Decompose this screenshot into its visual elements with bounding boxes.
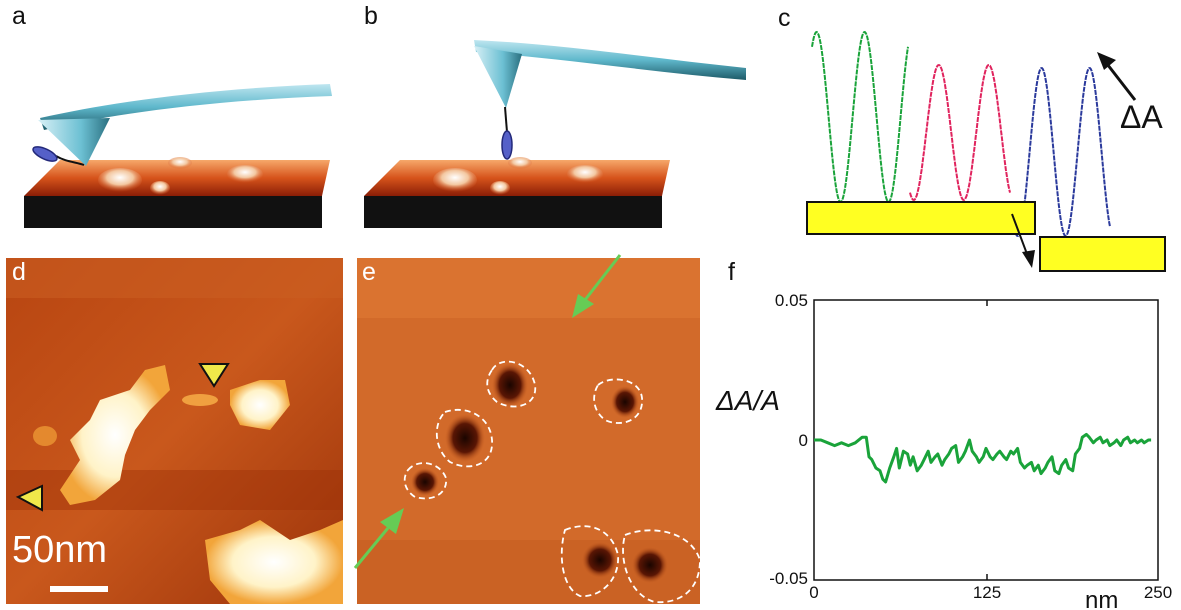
panel-label-c: c <box>778 4 791 32</box>
panel-label-a: a <box>12 2 26 30</box>
delta-a-arrow-head <box>1097 52 1116 70</box>
green-arrow-top-head <box>572 294 594 318</box>
panel-d-afm-image: d 50nm <box>6 258 343 604</box>
panel-a-illustration <box>24 84 332 228</box>
bright-molecule-bottom <box>205 520 343 604</box>
molecule-tether-a <box>55 155 85 166</box>
x-axis-label: nm <box>1085 587 1118 610</box>
x-tick-label-125: 125 <box>973 583 1001 602</box>
oscillation-trace-red <box>909 64 1011 201</box>
surface-peak <box>98 168 142 192</box>
cantilever-b <box>474 40 746 80</box>
y-tick-label-top: 0.05 <box>775 291 808 310</box>
afm-tip-a <box>38 118 110 166</box>
y-tick-label-mid: 0 <box>799 431 808 450</box>
marker-triangle-top <box>198 363 230 388</box>
yellow-block-upper <box>806 201 1036 235</box>
panel-label-f: f <box>728 258 735 286</box>
green-arrow-top-line <box>583 254 622 301</box>
faint-feature <box>182 394 218 406</box>
marker-triangle-left <box>15 484 43 512</box>
series-line-delta-a <box>814 432 1152 484</box>
panel-label-b: b <box>364 2 378 30</box>
surface-peak <box>567 165 603 183</box>
green-arrow-bottom-line <box>353 527 390 569</box>
panel-b-illustration <box>364 40 746 228</box>
substrate-block-b <box>364 196 662 228</box>
panel-label-e: e <box>362 258 376 286</box>
green-arrow-bottom-head <box>380 508 404 534</box>
dark-molecule <box>582 542 618 578</box>
oscillation-trace-green <box>811 30 909 204</box>
bright-molecule-cluster <box>230 380 290 430</box>
dark-molecule <box>492 363 528 407</box>
molecule-outlines <box>403 360 701 603</box>
surface-peak <box>150 181 170 195</box>
dark-molecule <box>611 386 639 418</box>
yellow-block-lower <box>1039 236 1166 272</box>
x-tick-label-250: 250 <box>1144 583 1172 602</box>
delta-a-label: ΔA <box>1120 99 1163 135</box>
shift-arrow-head <box>1022 250 1035 268</box>
y-axis-label: ΔA/A <box>715 385 780 416</box>
delta-a-arrow-line <box>1102 59 1137 101</box>
scale-bar <box>50 586 108 592</box>
surface-peak <box>227 165 263 183</box>
scale-bar-label: 50nm <box>12 529 107 571</box>
panel-e-afm-image: e <box>353 254 701 604</box>
afm-tip-b <box>474 46 522 108</box>
bright-molecule-chain <box>60 365 170 505</box>
cantilever-a <box>40 84 332 130</box>
oscillation-trace-blue <box>1013 67 1111 237</box>
molecule-tether-b <box>504 106 508 133</box>
dark-molecule <box>411 468 439 496</box>
y-tick-label-bottom: -0.05 <box>769 569 808 588</box>
molecule-a <box>32 146 58 162</box>
x-tick-label-0: 0 <box>809 583 818 602</box>
surface-peak <box>490 181 510 195</box>
panel-label-d: d <box>12 258 26 286</box>
surface-peak <box>433 168 477 192</box>
faint-feature <box>33 426 57 446</box>
dark-molecule <box>445 414 485 462</box>
panel-f-chart: 0.05 0 -0.05 0 125 250 nm ΔA/A <box>715 291 1172 610</box>
panel-c-oscillation: ΔA <box>806 30 1166 272</box>
surface-peak <box>168 157 192 169</box>
surface-peak <box>508 157 532 169</box>
dark-molecule <box>632 547 668 583</box>
molecule-b <box>501 130 513 160</box>
substrate-block-a <box>24 196 322 228</box>
